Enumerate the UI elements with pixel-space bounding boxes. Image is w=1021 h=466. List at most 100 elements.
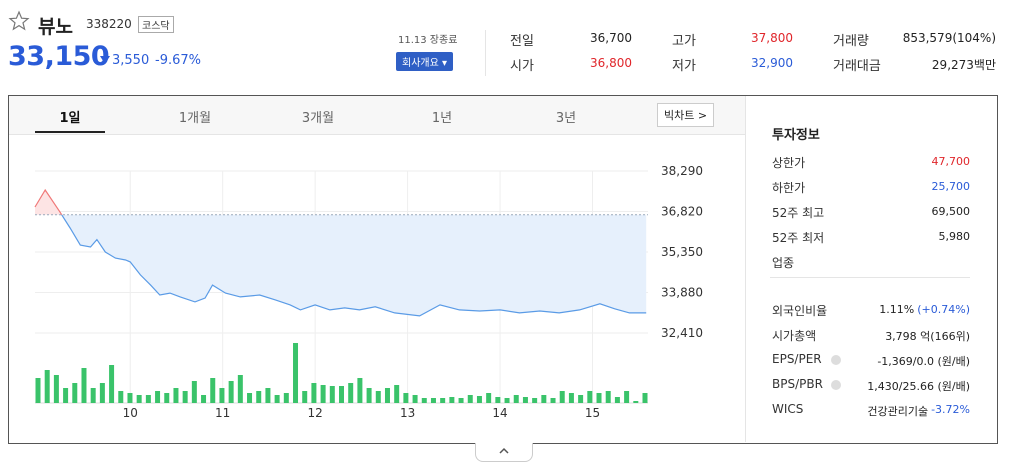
info-value: 1.11%: [879, 303, 915, 316]
stock-name: 뷰노: [38, 16, 73, 38]
volume-bar: [99, 383, 105, 403]
chart-tab[interactable]: 3년: [555, 111, 577, 126]
volume-bar: [274, 395, 280, 403]
fold-icon: [499, 447, 509, 454]
info-title: 투자정보: [772, 128, 820, 143]
volume-bar: [357, 378, 363, 403]
volume-bar: [191, 381, 197, 403]
info-note: -3.72%: [931, 403, 970, 416]
volume-bar: [587, 391, 593, 403]
x-tick-label: 15: [585, 406, 600, 420]
y-tick-label: 35,350: [661, 245, 703, 259]
big-chart-label: 빅차트: [664, 109, 695, 122]
volume-bar: [522, 397, 528, 403]
info-label: 52주 최저: [772, 231, 825, 245]
info-label: 상한가: [772, 156, 806, 170]
info-label: EPS/PER: [772, 352, 822, 366]
volume-bar: [155, 391, 161, 403]
y-tick-label: 33,880: [661, 286, 703, 300]
volume-bar: [265, 388, 271, 403]
volume-bar: [504, 398, 510, 403]
stock-code: 338220: [86, 17, 132, 31]
volume-bar: [403, 393, 409, 403]
volume-bar: [384, 388, 390, 403]
volume-bar: [228, 381, 234, 403]
change-rate: -9.67%: [155, 53, 201, 68]
help-icon[interactable]: [830, 380, 841, 390]
chart-tab[interactable]: 1개월: [178, 111, 212, 126]
volume-bar: [605, 391, 611, 403]
x-tick-label: 11: [215, 406, 230, 420]
volume-bar: [63, 388, 69, 403]
volume-bar: [513, 395, 519, 403]
price: 33,150: [8, 41, 110, 72]
y-tick-label: 32,410: [661, 326, 703, 340]
help-icon[interactable]: [830, 355, 841, 365]
y-tick-label: 38,290: [661, 164, 703, 178]
tab-bar: [9, 96, 745, 135]
stat-value: 36,700: [590, 31, 632, 45]
price-line: [61, 214, 647, 317]
volume-bar: [90, 388, 96, 403]
info-label: 외국인비율: [772, 304, 828, 318]
info-divider: [770, 277, 970, 278]
volume-bar: [72, 383, 78, 403]
volume-bar: [596, 393, 602, 403]
big-chart-button[interactable]: 빅차트 >: [657, 103, 715, 127]
volume-bar: [366, 388, 372, 403]
info-note: (+0.74%): [917, 303, 970, 316]
price-change: 3,550: [112, 53, 150, 68]
separator: [745, 96, 746, 442]
volume-bar: [329, 386, 335, 403]
volume-bar: [532, 398, 538, 403]
volume-bar: [375, 391, 381, 403]
volume-bar: [256, 391, 262, 403]
market-badge: 코스닥: [138, 16, 174, 33]
favorite-star[interactable]: [8, 10, 30, 32]
chart-tab[interactable]: 1일: [59, 111, 81, 126]
volume-bar: [136, 395, 142, 403]
volume-bar: [440, 398, 446, 403]
stat-value: 853,579(104%): [902, 31, 996, 45]
info-label: 업종: [772, 256, 795, 270]
volume-bar: [311, 383, 317, 403]
volume-bar: [53, 375, 59, 403]
stat-label: 고가: [672, 34, 696, 49]
down-arrow: [100, 56, 110, 64]
x-tick-label: 10: [123, 406, 138, 420]
tab-underline: [35, 131, 105, 133]
volume-bar: [201, 395, 207, 403]
volume-bar: [127, 393, 133, 403]
stat-label: 저가: [672, 59, 696, 74]
company-button[interactable]: 회사개요 ▾: [396, 52, 454, 71]
volume-bar: [283, 393, 289, 403]
volume-bar: [210, 378, 216, 403]
x-tick-label: 13: [400, 406, 415, 420]
separator: [485, 30, 486, 76]
volume-bar: [633, 401, 639, 403]
info-value: 25,700: [931, 180, 971, 193]
volume-bar: [559, 391, 565, 403]
stat-label: 시가: [510, 59, 534, 74]
info-label: BPS/PBR: [772, 377, 823, 391]
stat-label: 거래대금: [833, 59, 881, 74]
volume-bar: [302, 391, 308, 403]
fold-button[interactable]: [475, 443, 533, 462]
chart-tab[interactable]: 3개월: [301, 111, 335, 126]
volume-bar: [449, 397, 455, 403]
x-tick-label: 14: [492, 406, 507, 420]
volume-bar: [430, 398, 436, 403]
volume-bar: [339, 386, 344, 403]
volume-bar: [642, 393, 648, 403]
volume-bar: [624, 391, 630, 403]
volume-bar: [293, 343, 299, 403]
area-down: [61, 214, 647, 316]
volume-bar: [320, 385, 326, 403]
x-tick-label: 12: [308, 406, 323, 420]
chart-tab[interactable]: 1년: [431, 111, 453, 126]
stat-value: 36,800: [590, 56, 632, 70]
volume-bar: [348, 383, 354, 403]
volume-bar: [486, 393, 492, 403]
volume-bar: [247, 393, 253, 403]
